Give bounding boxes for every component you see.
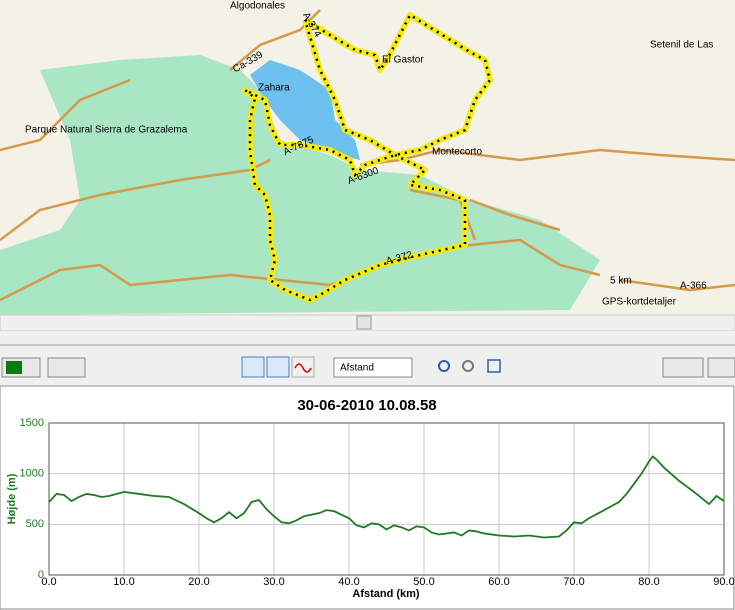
map-label: A-366 <box>680 281 707 292</box>
unit-dropdown-text: Afstand <box>340 363 374 374</box>
dropdown-right[interactable] <box>707 357 735 378</box>
tool-button[interactable] <box>241 356 265 378</box>
x-tick-label: 60.0 <box>488 576 509 588</box>
map-scale: 5 km <box>610 276 632 287</box>
x-axis-label: Afstand (km) <box>352 588 420 600</box>
map-label: El Gastor <box>382 55 424 66</box>
y-tick-label: 500 <box>26 518 44 530</box>
dropdown[interactable] <box>47 357 86 378</box>
x-tick-label: 20.0 <box>188 576 209 588</box>
chart-title: 30-06-2010 10.08.58 <box>297 397 436 414</box>
x-tick-label: 70.0 <box>563 576 584 588</box>
scroll-thumb[interactable] <box>356 315 372 330</box>
splitter <box>0 331 735 355</box>
map-label: Zahara <box>258 83 290 94</box>
y-axis-label: Højde (m) <box>6 473 18 524</box>
elevation-line <box>48 455 725 539</box>
tool-button[interactable] <box>266 356 290 378</box>
route <box>242 12 493 303</box>
x-tick-label: 10.0 <box>113 576 134 588</box>
icon <box>294 363 312 373</box>
zoom-out[interactable] <box>462 360 474 372</box>
x-tick-label: 30.0 <box>263 576 284 588</box>
y-tick-label: 1000 <box>20 468 44 480</box>
zoom-in[interactable] <box>438 360 450 372</box>
x-tick-label: 0.0 <box>41 576 56 588</box>
x-tick-label: 80.0 <box>638 576 659 588</box>
color-swatch <box>6 361 22 374</box>
y-tick-label: 0 <box>38 569 44 581</box>
map-labels: Algodonales A-374 Setenil de Las El Gast… <box>25 1 713 308</box>
zoom-fit[interactable] <box>487 359 501 373</box>
x-tick-label: 40.0 <box>338 576 359 588</box>
map-label: Parque Natural Sierra de Grazalema <box>25 125 188 136</box>
reservoir <box>250 60 360 160</box>
map-caption: GPS-kortdetaljer <box>602 297 677 308</box>
dropdown-right[interactable] <box>662 357 704 378</box>
y-tick-label: 1500 <box>20 417 44 429</box>
map-label: Algodonales <box>230 1 285 12</box>
unit-dropdown[interactable] <box>333 357 413 378</box>
map-label: Setenil de Las <box>650 40 713 51</box>
x-tick-label: 90.0 <box>713 576 734 588</box>
x-tick-label: 50.0 <box>413 576 434 588</box>
map-label: Montecorto <box>432 147 482 158</box>
plot-frame <box>48 422 725 576</box>
